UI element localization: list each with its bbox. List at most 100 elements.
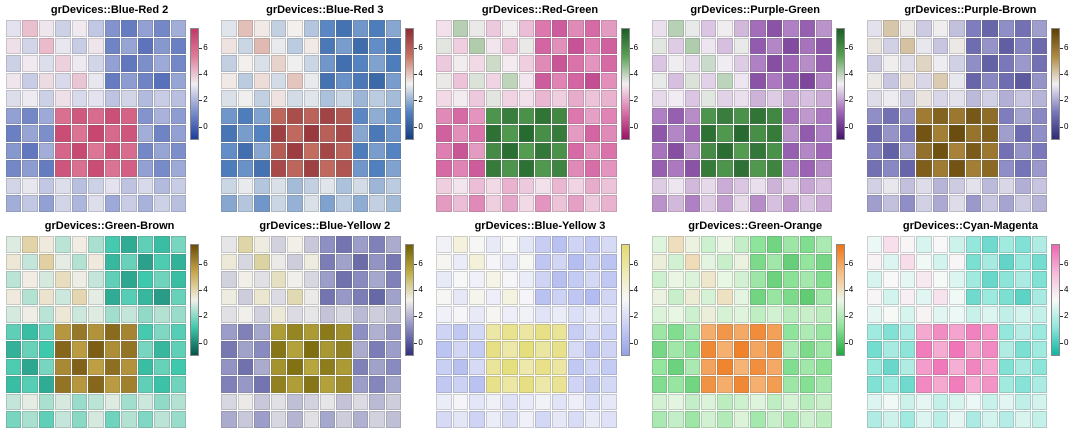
heatmap-cell (717, 341, 733, 358)
heatmap-cell (733, 20, 750, 37)
heatmap-cell (452, 253, 469, 271)
heatmap-cell (270, 393, 287, 411)
heatmap-cell (899, 55, 916, 72)
heatmap-cell (733, 306, 750, 323)
heatmap-cell (717, 195, 733, 212)
heatmap-cell (55, 90, 71, 107)
heatmap-cell (237, 20, 254, 37)
heatmap-cell (369, 55, 385, 72)
heatmap-cell (899, 20, 916, 37)
legend-tickmark (414, 290, 418, 292)
heatmap-cell (237, 236, 254, 253)
heatmap-cell (601, 411, 617, 428)
heatmap-cell (949, 288, 965, 306)
heatmap-cell (866, 376, 883, 393)
heatmap-cell (385, 55, 402, 72)
heatmap-cell (237, 376, 254, 393)
heatmap-cell (303, 125, 320, 142)
heatmap-cell (121, 72, 137, 90)
heatmap-cell (38, 271, 55, 288)
heatmap-grid (866, 20, 1047, 212)
heatmap-cell (270, 72, 287, 90)
legend-gradient-bar (1050, 28, 1060, 140)
heatmap-cell (22, 195, 38, 212)
heatmap-cell (485, 341, 502, 358)
heatmap-cell (651, 20, 668, 37)
heatmap-cell (88, 37, 104, 55)
heatmap-cell (998, 393, 1015, 411)
legend-tickmark (1059, 316, 1063, 318)
panel-title: grDevices::Green-Brown (44, 220, 175, 232)
heatmap-cell (932, 236, 949, 253)
heatmap-cell (932, 107, 949, 125)
heatmap-cell (601, 55, 617, 72)
legend-tickmark (1059, 47, 1063, 49)
heatmap-cell (104, 177, 121, 195)
heatmap-cell (55, 177, 71, 195)
heatmap-cell (750, 393, 766, 411)
heatmap-cell (883, 177, 899, 195)
heatmap-cell (137, 90, 154, 107)
heatmap-cell (170, 341, 187, 358)
heatmap-cell (452, 160, 469, 177)
heatmap-cell (385, 323, 402, 341)
heatmap-cell (651, 393, 668, 411)
heatmap-cell (816, 236, 832, 253)
heatmap-cell (121, 323, 137, 341)
heatmap-cell (799, 90, 816, 107)
heatmap-cell (104, 323, 121, 341)
heatmap-cell (651, 37, 668, 55)
heatmap-cell (750, 142, 766, 160)
heatmap-cell (270, 195, 287, 212)
legend-tickmark (629, 263, 633, 265)
heatmap-cell (137, 55, 154, 72)
heatmap-cell (701, 236, 717, 253)
heatmap-cell (336, 253, 352, 271)
heatmap-cell (899, 358, 916, 376)
heatmap-cell (766, 55, 783, 72)
heatmap-cell (998, 142, 1015, 160)
heatmap-cell (71, 125, 88, 142)
heatmap-cell (684, 323, 700, 341)
heatmap-cell (369, 72, 385, 90)
heatmap-cell (170, 393, 187, 411)
heatmap-cell (766, 177, 783, 195)
legend-tick-label: 4 (203, 69, 208, 79)
heatmap-cell (137, 306, 154, 323)
heatmap-cell (932, 376, 949, 393)
heatmap-cell (469, 107, 485, 125)
heatmap-cell (766, 125, 783, 142)
heatmap-cell (899, 411, 916, 428)
heatmap-cell (1031, 323, 1047, 341)
heatmap-cell (485, 271, 502, 288)
heatmap-cell (154, 72, 170, 90)
heatmap-cell (584, 125, 601, 142)
heatmap-cell (684, 288, 700, 306)
heatmap-cell (137, 20, 154, 37)
heatmap-cell (965, 160, 982, 177)
heatmap-cell (469, 142, 485, 160)
heatmap-cell (568, 376, 584, 393)
heatmap-cell (137, 271, 154, 288)
heatmap-cell (38, 37, 55, 55)
panel-body: 0 2 4 6 (866, 236, 1074, 428)
heatmap-cell (137, 236, 154, 253)
heatmap-cell (254, 341, 270, 358)
heatmap-cell (6, 195, 22, 212)
heatmap-cell (287, 323, 303, 341)
heatmap-cell (352, 195, 369, 212)
heatmap-cell (551, 341, 568, 358)
heatmap-cell (518, 341, 535, 358)
heatmap-cell (320, 288, 336, 306)
heatmap-cell (584, 376, 601, 393)
heatmap-cell (469, 341, 485, 358)
heatmap-cell (518, 125, 535, 142)
heatmap-cell (287, 306, 303, 323)
heatmap-cell (336, 55, 352, 72)
heatmap-cell (237, 160, 254, 177)
heatmap-cell (866, 177, 883, 195)
heatmap-cell (684, 271, 700, 288)
heatmap-cell (154, 411, 170, 428)
heatmap-cell (38, 358, 55, 376)
heatmap-cell (55, 37, 71, 55)
